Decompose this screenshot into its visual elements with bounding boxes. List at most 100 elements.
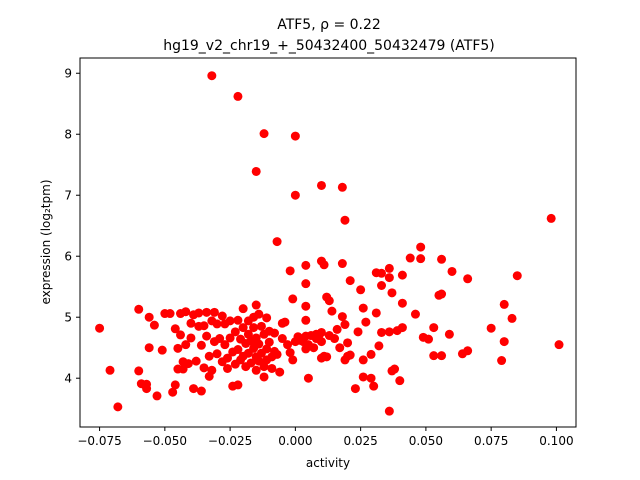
data-point	[395, 376, 405, 386]
data-point	[259, 129, 269, 139]
data-point	[144, 312, 154, 322]
data-point	[429, 323, 439, 333]
y-tick-label: 5	[64, 311, 72, 325]
data-point	[267, 363, 277, 373]
data-point	[251, 365, 261, 375]
data-point	[337, 259, 347, 269]
data-point	[486, 323, 496, 333]
data-point	[512, 271, 522, 281]
data-point	[288, 294, 298, 304]
data-point	[246, 358, 256, 368]
data-point	[303, 373, 313, 383]
data-point	[444, 329, 454, 339]
data-point	[497, 356, 507, 366]
y-tick-label: 8	[64, 128, 72, 142]
data-point	[371, 308, 381, 318]
data-point	[285, 348, 295, 358]
data-point	[285, 266, 295, 276]
data-point	[416, 242, 426, 252]
data-point	[554, 340, 564, 350]
data-point	[356, 285, 366, 295]
data-point	[173, 343, 183, 353]
y-axis-label: expression (log₂tpm)	[39, 179, 53, 304]
data-point	[277, 334, 287, 344]
data-point	[377, 327, 387, 337]
data-point	[152, 391, 162, 401]
data-point	[377, 268, 387, 278]
data-point	[256, 321, 266, 331]
data-point	[165, 309, 175, 319]
data-point	[447, 266, 457, 276]
data-point	[369, 381, 379, 391]
data-point	[301, 260, 311, 270]
data-point	[429, 351, 439, 361]
data-point	[238, 323, 248, 333]
data-point	[392, 326, 402, 336]
data-point	[144, 343, 154, 353]
data-point	[217, 311, 227, 321]
data-point	[340, 320, 350, 330]
data-point	[230, 327, 240, 337]
data-point	[225, 333, 235, 343]
data-point	[290, 131, 300, 141]
data-point	[262, 313, 272, 323]
x-tick-label: −0.025	[208, 434, 252, 448]
data-point	[272, 237, 282, 247]
data-point	[332, 324, 342, 334]
data-point	[397, 270, 407, 280]
data-point	[366, 349, 376, 359]
data-point	[330, 334, 340, 344]
data-point	[113, 402, 123, 412]
y-tick-label: 9	[64, 67, 72, 81]
data-point	[374, 341, 384, 351]
data-point	[416, 254, 426, 264]
data-point	[358, 303, 368, 313]
data-point	[251, 166, 261, 176]
data-point	[361, 317, 371, 327]
data-point	[384, 273, 394, 283]
chart-title-line1: ATF5, ρ = 0.22	[277, 17, 381, 33]
data-point	[233, 345, 243, 355]
data-point	[384, 406, 394, 416]
data-point	[207, 71, 217, 81]
x-tick-label: 0.050	[409, 434, 443, 448]
data-point	[196, 340, 206, 350]
data-point	[168, 387, 178, 397]
data-point	[405, 253, 415, 263]
x-tick-label: 0.100	[539, 434, 573, 448]
x-tick-label: −0.075	[77, 434, 121, 448]
data-points	[95, 71, 564, 416]
data-point	[546, 213, 556, 223]
data-point	[233, 315, 243, 325]
data-point	[358, 372, 368, 382]
data-point	[280, 317, 290, 327]
data-point	[149, 320, 159, 330]
data-point	[327, 306, 337, 316]
x-tick-label: −0.050	[143, 434, 187, 448]
data-point	[301, 301, 311, 311]
data-point	[457, 349, 467, 359]
data-point	[215, 334, 225, 344]
data-point	[387, 366, 397, 376]
data-point	[105, 365, 115, 375]
data-point	[397, 298, 407, 308]
data-point	[366, 373, 376, 383]
data-point	[251, 300, 261, 310]
data-point	[499, 299, 509, 309]
data-point	[202, 331, 212, 341]
data-point	[340, 215, 350, 225]
data-point	[410, 309, 420, 319]
data-point	[337, 312, 347, 322]
data-point	[170, 380, 180, 390]
data-point	[199, 363, 209, 373]
data-point	[316, 337, 326, 347]
data-point	[353, 327, 363, 337]
data-point	[181, 340, 191, 350]
y-tick-label: 6	[64, 250, 72, 264]
data-point	[283, 340, 293, 350]
data-point	[437, 351, 447, 361]
x-tick-label: 0.025	[343, 434, 377, 448]
data-point	[499, 337, 509, 347]
